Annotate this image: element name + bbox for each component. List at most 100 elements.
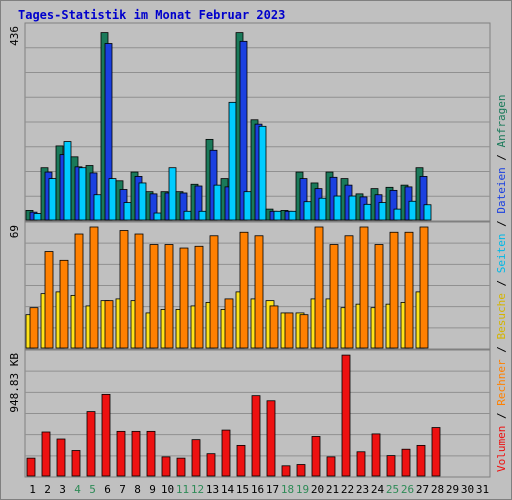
bar-volumen-day-28	[431, 427, 441, 477]
x-tick-label: 4	[74, 483, 81, 496]
legend-sep: /	[495, 147, 508, 167]
vertical-legend: Volumen / Rechner / Besuche / Seiten / D…	[495, 94, 508, 472]
x-tick-label: 16	[251, 483, 264, 496]
legend-sep: /	[495, 273, 508, 293]
bar-seiten-day-19	[303, 201, 312, 221]
bar-seiten-day-8	[138, 182, 147, 221]
x-tick-label: 20	[311, 483, 324, 496]
x-tick-label: 25	[386, 483, 399, 496]
bar-volumen-day-11	[176, 457, 186, 477]
x-tick-label: 9	[149, 483, 156, 496]
x-tick-label: 24	[371, 483, 385, 496]
bar-seiten-day-17	[273, 210, 282, 221]
bar-volumen-day-18	[281, 465, 291, 477]
x-tick-label: 12	[191, 483, 204, 496]
legend-volumen: Volumen	[495, 426, 508, 472]
x-tick-label: 31	[476, 483, 489, 496]
bar-dateien-day-19	[299, 178, 308, 221]
bar-rechner-day-14	[224, 298, 234, 349]
bar-rechner-day-16	[254, 235, 264, 349]
bar-seiten-day-22	[348, 195, 357, 221]
x-tick-label: 27	[416, 483, 429, 496]
x-tick-label: 17	[266, 483, 279, 496]
bar-volumen-day-21	[326, 456, 336, 477]
bar-dateien-day-27	[419, 176, 428, 221]
bar-rechner-day-6	[104, 300, 114, 349]
bar-volumen-day-20	[311, 436, 321, 477]
x-tick-label: 11	[176, 483, 189, 496]
bar-seiten-day-2	[48, 178, 57, 221]
bar-rechner-day-21	[329, 244, 339, 349]
bar-seiten-day-18	[288, 210, 297, 221]
bar-seiten-day-10	[168, 167, 177, 221]
bar-seiten-day-27	[423, 204, 432, 221]
bar-seiten-day-3	[63, 141, 72, 221]
bar-rechner-day-7	[119, 230, 129, 349]
bar-seiten-day-16	[258, 125, 267, 221]
bar-seiten-day-26	[408, 200, 417, 221]
bar-volumen-day-25	[386, 455, 396, 477]
bar-seiten-day-15	[243, 191, 252, 221]
x-tick-label: 23	[356, 483, 369, 496]
legend-sep: /	[495, 340, 508, 360]
bar-rechner-day-24	[374, 244, 384, 349]
bar-rechner-day-1	[29, 307, 39, 349]
bar-rechner-day-17	[269, 305, 279, 349]
x-tick-label: 1	[29, 483, 36, 496]
panel-visits-hosts	[24, 221, 491, 350]
bar-rechner-day-13	[209, 235, 219, 349]
x-tick-label: 26	[401, 483, 414, 496]
bar-rechner-day-18	[284, 312, 294, 349]
bar-volumen-day-14	[221, 429, 231, 477]
bar-volumen-day-13	[206, 453, 216, 477]
bar-dateien-day-12	[194, 185, 203, 221]
bar-volumen-day-5	[86, 411, 96, 477]
x-tick-label: 8	[134, 483, 141, 496]
x-axis-day-labels: 1 2 3 4 5 6 7 8 9 10 11 12 13 14 15 16 17 18 19 20 21 22 23 24 2…	[29, 483, 489, 496]
bar-rechner-day-27	[419, 226, 429, 349]
bar-seiten-day-12	[198, 210, 207, 221]
bar-rechner-day-20	[314, 226, 324, 349]
middle-ymax-label: 69	[8, 225, 21, 238]
top-ymax-label: 436	[8, 26, 21, 46]
x-tick-label: 10	[161, 483, 174, 496]
legend-sep: /	[495, 214, 508, 234]
x-tick-label: 28	[431, 483, 444, 496]
bar-seiten-day-21	[333, 195, 342, 221]
bar-volumen-day-6	[101, 393, 111, 477]
bar-seiten-day-14	[228, 101, 237, 221]
bar-volumen-day-7	[116, 430, 126, 477]
bar-seiten-day-24	[378, 202, 387, 221]
bar-seiten-day-13	[213, 184, 222, 221]
bar-rechner-day-11	[179, 247, 189, 349]
legend-rechner: Rechner	[495, 359, 508, 406]
bar-volumen-day-26	[401, 448, 411, 477]
x-tick-label: 29	[446, 483, 459, 496]
bar-dateien-day-25	[389, 189, 398, 221]
bar-dateien-day-9	[149, 193, 158, 221]
bar-seiten-day-1	[33, 213, 42, 221]
bar-volumen-day-19	[296, 464, 306, 477]
bar-seiten-day-4	[78, 167, 87, 221]
bar-rechner-day-22	[344, 235, 354, 349]
bar-seiten-day-5	[93, 194, 102, 221]
bar-rechner-day-15	[239, 231, 249, 349]
bar-volumen-day-27	[416, 444, 426, 477]
x-tick-label: 21	[326, 483, 339, 496]
bar-rechner-day-2	[44, 251, 54, 349]
bar-volumen-day-12	[191, 439, 201, 477]
bar-seiten-day-11	[183, 210, 192, 221]
bar-seiten-day-23	[363, 203, 372, 221]
bar-rechner-day-5	[89, 226, 99, 349]
bar-seiten-day-6	[108, 178, 117, 221]
x-tick-label: 7	[119, 483, 126, 496]
x-tick-label: 19	[296, 483, 309, 496]
bar-volumen-day-2	[41, 431, 51, 477]
legend-anfragen: Anfragen	[495, 94, 508, 147]
bar-seiten-day-9	[153, 212, 162, 221]
bar-volumen-day-15	[236, 444, 246, 477]
legend-besuche: Besuche	[495, 293, 508, 339]
x-tick-label: 2	[44, 483, 51, 496]
bar-rechner-day-9	[149, 244, 159, 349]
